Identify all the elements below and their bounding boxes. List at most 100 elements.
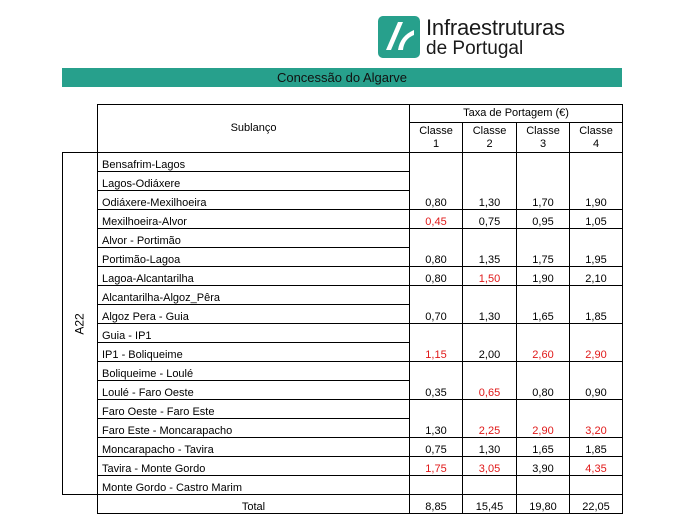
- toll-value-class-3: 1,65: [516, 437, 570, 457]
- sublanco-name: Loulé - Faro Oeste: [97, 380, 410, 400]
- toll-value-class-2: 3,05: [462, 456, 517, 476]
- toll-table: Sublanço Taxa de Portagem (€) Classe 1 Cl…: [62, 104, 623, 514]
- toll-value-class-3: 3,90: [516, 456, 570, 476]
- total-row: Total 8,85 15,45 19,80 22,05: [63, 494, 623, 514]
- table-row: Boliqueime - Loulé: [63, 361, 623, 381]
- toll-value-class-4: [569, 361, 623, 381]
- toll-value-class-2: [462, 399, 517, 419]
- taxa-header: Taxa de Portagem (€): [409, 104, 623, 123]
- table-row: Odiáxere-Mexilhoeira 0,80 1,30 1,70 1,90: [63, 190, 623, 210]
- toll-value-class-1: [409, 285, 463, 305]
- total-label: Total: [97, 494, 410, 514]
- toll-value-class-2: 1,30: [462, 304, 517, 324]
- toll-value-class-1: [409, 171, 463, 191]
- table-row: Monte Gordo - Castro Marim: [63, 475, 623, 495]
- sublanco-name: Lagos-Odiáxere: [97, 171, 410, 191]
- sublanco-name: Monte Gordo - Castro Marim: [97, 475, 410, 495]
- sublanco-name: Boliqueime - Loulé: [97, 361, 410, 381]
- toll-value-class-3: 2,60: [516, 342, 570, 362]
- table-row: Faro Este - Moncarapacho 1,30 2,25 2,90 3,20: [63, 418, 623, 438]
- toll-value-class-2: [462, 171, 517, 191]
- sublanco-name: Algoz Pera - Guia: [97, 304, 410, 324]
- sublanco-name: IP1 - Boliqueime: [97, 342, 410, 362]
- table-row: Algoz Pera - Guia 0,70 1,30 1,65 1,85: [63, 304, 623, 324]
- table-row: Lagos-Odiáxere: [63, 171, 623, 191]
- toll-value-class-3: 1,70: [516, 190, 570, 210]
- table-row: Portimão-Lagoa 0,80 1,35 1,75 1,95: [63, 247, 623, 267]
- toll-value-class-1: [409, 361, 463, 381]
- toll-value-class-3: 1,90: [516, 266, 570, 286]
- toll-value-class-1: 0,75: [409, 437, 463, 457]
- toll-value-class-2: 1,35: [462, 247, 517, 267]
- toll-value-class-2: 2,25: [462, 418, 517, 438]
- toll-value-class-3: 1,75: [516, 247, 570, 267]
- table-row: Moncarapacho - Tavira 0,75 1,30 1,65 1,85: [63, 437, 623, 457]
- class-2-header: Classe 2: [462, 122, 517, 153]
- sublanco-name: Faro Este - Moncarapacho: [97, 418, 410, 438]
- toll-value-class-4: 2,10: [569, 266, 623, 286]
- toll-value-class-4: [569, 399, 623, 419]
- toll-value-class-1: 1,30: [409, 418, 463, 438]
- toll-value-class-4: [569, 228, 623, 248]
- toll-value-class-3: [516, 475, 570, 495]
- toll-value-class-4: 1,05: [569, 209, 623, 229]
- logo-line-2: de Portugal: [426, 38, 524, 59]
- toll-value-class-1: 1,75: [409, 456, 463, 476]
- toll-value-class-2: [462, 152, 517, 172]
- toll-value-class-4: [569, 171, 623, 191]
- toll-value-class-3: 0,80: [516, 380, 570, 400]
- toll-value-class-2: 0,65: [462, 380, 517, 400]
- table-row: Lagoa-Alcantarilha 0,80 1,50 1,90 2,10: [63, 266, 623, 286]
- toll-value-class-4: [569, 285, 623, 305]
- sublanco-name: Lagoa-Alcantarilha: [97, 266, 410, 286]
- table-row: Alvor - Portimão: [63, 228, 623, 248]
- toll-value-class-1: [409, 228, 463, 248]
- toll-value-class-2: [462, 323, 517, 343]
- table-row: Loulé - Faro Oeste 0,35 0,65 0,80 0,90: [63, 380, 623, 400]
- sublanco-name: Alcantarilha-Algoz_Pêra: [97, 285, 410, 305]
- table-row: Faro Oeste - Faro Este: [63, 399, 623, 419]
- toll-value-class-2: 2,00: [462, 342, 517, 362]
- toll-value-class-3: [516, 399, 570, 419]
- toll-value-class-2: [462, 361, 517, 381]
- toll-value-class-4: 1,85: [569, 304, 623, 324]
- sublanco-name: Faro Oeste - Faro Este: [97, 399, 410, 419]
- toll-value-class-3: [516, 171, 570, 191]
- class-3-header: Classe 3: [516, 122, 570, 153]
- toll-value-class-2: [462, 228, 517, 248]
- road-label: A22: [62, 152, 98, 495]
- toll-value-class-1: 0,45: [409, 209, 463, 229]
- toll-value-class-4: 0,90: [569, 380, 623, 400]
- toll-value-class-1: 0,35: [409, 380, 463, 400]
- toll-value-class-2: 1,30: [462, 190, 517, 210]
- total-value-class-1: 8,85: [409, 494, 463, 514]
- table-row: Guia - IP1: [63, 323, 623, 343]
- sublanco-name: Moncarapacho - Tavira: [97, 437, 410, 457]
- sublanco-name: Mexilhoeira-Alvor: [97, 209, 410, 229]
- total-value-class-3: 19,80: [516, 494, 570, 514]
- sublanco-name: Portimão-Lagoa: [97, 247, 410, 267]
- toll-value-class-3: [516, 228, 570, 248]
- total-value-class-2: 15,45: [462, 494, 517, 514]
- toll-value-class-1: 1,15: [409, 342, 463, 362]
- table-row: A22 Bensafrim-Lagos: [62, 152, 623, 495]
- sublanco-name: Bensafrim-Lagos: [97, 152, 410, 172]
- sublanco-name: Odiáxere-Mexilhoeira: [97, 190, 410, 210]
- toll-value-class-1: 0,70: [409, 304, 463, 324]
- toll-value-class-4: 1,90: [569, 190, 623, 210]
- toll-value-class-4: 3,20: [569, 418, 623, 438]
- concession-banner: Concessão do Algarve: [62, 68, 622, 87]
- toll-value-class-1: 0,80: [409, 247, 463, 267]
- table-row: IP1 - Boliqueime 1,15 2,00 2,60 2,90: [63, 342, 623, 362]
- toll-value-class-2: [462, 285, 517, 305]
- toll-value-class-2: 0,75: [462, 209, 517, 229]
- toll-value-class-2: [462, 475, 517, 495]
- toll-value-class-3: [516, 285, 570, 305]
- sublanco-name: Tavira - Monte Gordo: [97, 456, 410, 476]
- toll-value-class-1: 0,80: [409, 190, 463, 210]
- toll-value-class-3: [516, 152, 570, 172]
- table-row: Tavira - Monte Gordo 1,75 3,05 3,90 4,35: [63, 456, 623, 476]
- table-row: Mexilhoeira-Alvor 0,45 0,75 0,95 1,05: [63, 209, 623, 229]
- toll-value-class-4: 2,90: [569, 342, 623, 362]
- sublanco-header: Sublanço: [97, 104, 410, 153]
